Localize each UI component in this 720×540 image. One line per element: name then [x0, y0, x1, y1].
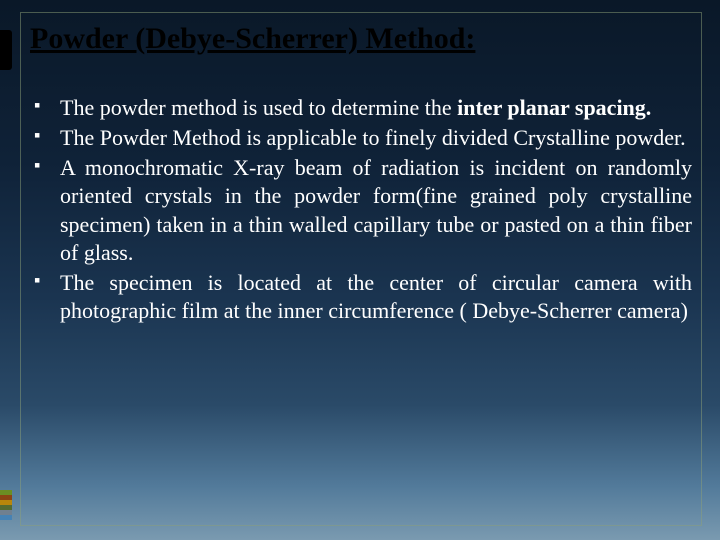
bold-term: inter planar spacing.	[457, 95, 651, 120]
stripe	[0, 515, 12, 520]
bullet-list: The powder method is used to determine t…	[30, 94, 692, 325]
notch-shape	[0, 30, 12, 70]
bullet-text: The Powder Method is applicable to finel…	[60, 125, 686, 150]
bullet-text: The specimen is located at the center of…	[60, 270, 692, 323]
list-item: The powder method is used to determine t…	[30, 94, 692, 122]
list-item: The Powder Method is applicable to finel…	[30, 124, 692, 152]
bullet-text: A monochromatic X-ray beam of radiation …	[60, 155, 692, 264]
list-item: The specimen is located at the center of…	[30, 269, 692, 325]
left-decoration	[0, 0, 12, 540]
stripe-stack	[0, 490, 12, 520]
slide: Powder (Debye-Scherrer) Method: The powd…	[0, 0, 720, 540]
content-area: Powder (Debye-Scherrer) Method: The powd…	[30, 20, 692, 518]
bullet-text: The powder method is used to determine t…	[60, 95, 457, 120]
list-item: A monochromatic X-ray beam of radiation …	[30, 154, 692, 267]
slide-title: Powder (Debye-Scherrer) Method:	[30, 22, 692, 56]
